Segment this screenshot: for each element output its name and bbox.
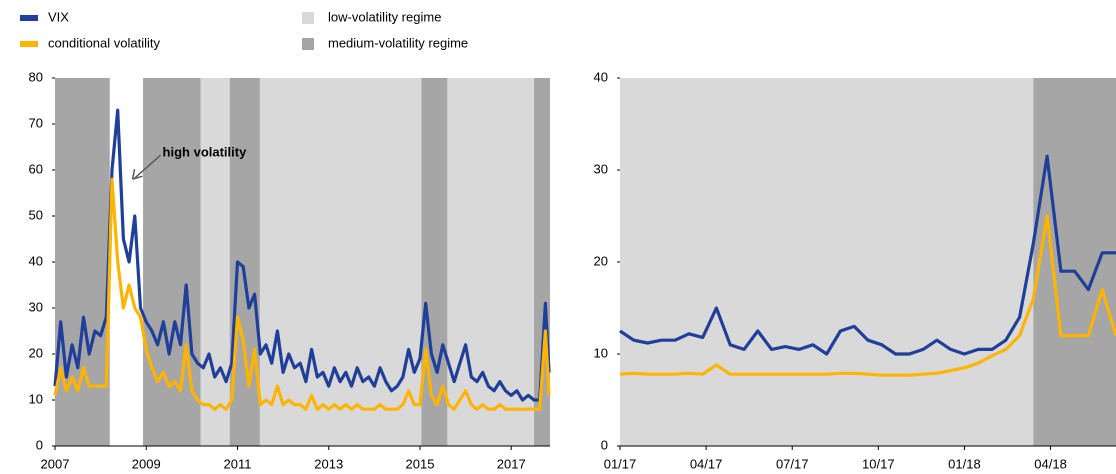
y-tick-label: 10 <box>29 391 43 406</box>
y-tick-label: 70 <box>29 115 43 130</box>
y-tick-label: 80 <box>29 69 43 84</box>
series-line <box>619 154 1116 356</box>
x-tick-label: 2017 <box>497 456 526 471</box>
regime-band <box>229 78 260 446</box>
y-tick-label: 30 <box>594 161 608 176</box>
x-tick-label: 07/17 <box>776 456 809 471</box>
series-line <box>53 108 551 402</box>
legend-swatch <box>302 12 314 24</box>
legend-label: low-volatility regime <box>328 9 441 24</box>
legend-swatch <box>302 38 314 50</box>
legend-swatch <box>20 15 38 21</box>
y-tick-label: 20 <box>29 345 43 360</box>
x-tick-label: 2015 <box>406 456 435 471</box>
x-tick-label: 10/17 <box>862 456 895 471</box>
y-tick-label: 0 <box>36 437 43 452</box>
y-tick-label: 50 <box>29 207 43 222</box>
legend-swatch <box>20 41 38 47</box>
plot <box>619 78 1116 446</box>
legend-label: medium-volatility regime <box>328 35 468 50</box>
x-tick-label: 2013 <box>314 456 343 471</box>
regime-band <box>55 78 110 446</box>
annotation: high volatility <box>163 145 248 160</box>
x-tick-label: 2011 <box>224 456 252 471</box>
y-tick-label: 30 <box>29 299 43 314</box>
plot <box>53 78 551 446</box>
y-tick-label: 0 <box>601 437 608 452</box>
regime-band <box>447 78 535 446</box>
series-line <box>619 214 1116 377</box>
regime-band <box>620 78 1034 446</box>
legend-label: VIX <box>48 9 69 24</box>
y-tick-label: 20 <box>594 253 608 268</box>
annotation-arrow <box>134 154 162 179</box>
regime-band <box>200 78 230 446</box>
x-tick-label: 01/18 <box>948 456 981 471</box>
series-line <box>53 177 551 411</box>
regime-band <box>259 78 422 446</box>
y-tick-label: 40 <box>594 69 608 84</box>
legend-label: conditional volatility <box>48 35 161 50</box>
y-tick-label: 40 <box>29 253 43 268</box>
y-tick-label: 10 <box>594 345 608 360</box>
x-tick-label: 2009 <box>132 456 161 471</box>
x-tick-label: 01/17 <box>604 456 637 471</box>
x-tick-label: 2007 <box>41 456 70 471</box>
x-tick-label: 04/18 <box>1034 456 1067 471</box>
annotation-arrowhead <box>131 169 143 180</box>
y-tick-label: 60 <box>29 161 43 176</box>
regime-band <box>1033 78 1116 446</box>
x-tick-label: 04/17 <box>690 456 723 471</box>
